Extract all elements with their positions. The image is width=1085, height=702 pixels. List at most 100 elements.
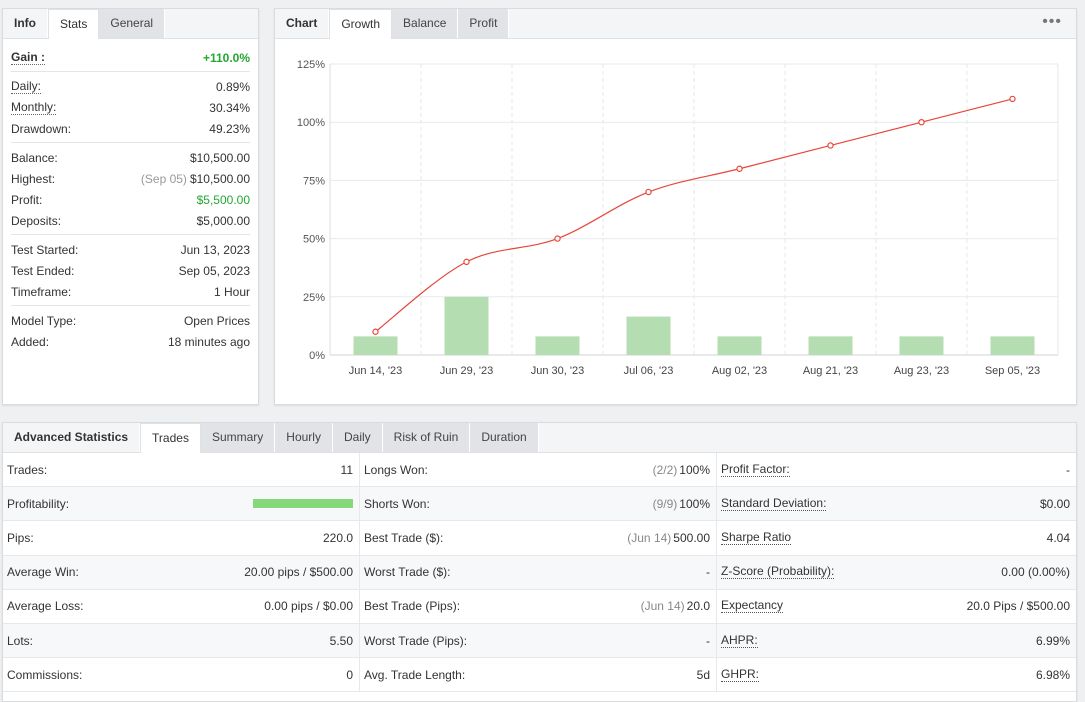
trades-value: 11 [341,463,353,477]
sharpe-ratio-label[interactable]: Sharpe Ratio [721,529,792,545]
gain-label[interactable]: Gain : [11,49,46,65]
bar-4 [626,316,671,355]
trades-label: Trades: [7,462,48,477]
expectancy-label[interactable]: Expectancy [721,598,784,614]
ghpr-row: GHPR: 6.98% [717,658,1076,693]
ghpr-value: 6.98% [1036,668,1070,682]
x-tick-label: Jun 30, '23 [531,365,584,377]
tab-hourly[interactable]: Hourly [275,423,333,452]
x-tick-label: Aug 23, '23 [894,365,949,377]
tab-profit[interactable]: Profit [458,9,510,38]
test-group: Test Started: Jun 13, 2023 Test Ended: S… [11,235,250,306]
ahpr-label[interactable]: AHPR: [721,632,758,648]
best-trade-number: 500.00 [673,530,710,545]
bar-8 [990,336,1035,355]
deposits-row: Deposits: $5,000.00 [11,210,250,231]
highest-label: Highest: [11,171,56,186]
best-trade-pips-number: 20.0 [686,599,710,614]
drawdown-row: Drawdown: 49.23% [11,118,250,139]
profit-factor-number: - [1066,462,1070,477]
balance-row: Balance: $10,500.00 [11,147,250,168]
tab-risk-of-ruin[interactable]: Risk of Ruin [382,423,471,452]
x-tick-label: Jul 06, '23 [624,365,674,377]
worst-trade-pips-number: - [706,633,710,648]
daily-label[interactable]: Daily: [11,78,42,94]
test-started-label: Test Started: [11,242,79,257]
best-trade-label: Best Trade ($): [364,530,444,545]
z-score-probability-label[interactable]: Z-Score (Probability): [721,564,835,580]
x-tick-label: Aug 21, '23 [803,365,858,377]
growth-line [375,98,1013,333]
avg-trade-length-label: Avg. Trade Length: [364,667,466,682]
tab-balance[interactable]: Balance [392,9,459,38]
standard-deviation-label[interactable]: Standard Deviation: [721,495,827,511]
stats-column-1: Trades: 11 Profitability: Pips: 220.0 Average… [3,453,360,693]
lots-value: 5.50 [330,634,353,648]
adv-tabs: Advanced Statistics Trades Summary Hourl… [3,423,1076,453]
growth-point-1 [372,328,379,335]
info-tabs: Info Stats General [3,9,258,39]
profitability-value [253,499,353,509]
growth-point-6 [827,142,834,149]
best-trade-value: (Jun 14) 500.00 [627,531,710,545]
ghpr-label[interactable]: GHPR: [721,666,760,682]
lots-label: Lots: [7,633,34,648]
pips-label: Pips: [7,530,34,545]
bar-7 [899,336,944,355]
lots-row: Lots: 5.50 [3,623,359,659]
tab-stats[interactable]: Stats [48,9,100,39]
bar-1 [353,336,398,355]
model-group: Model Type: Open Prices Added: 18 minute… [11,306,250,355]
monthly-value: 30.34% [209,100,250,115]
standard-deviation-number: $0.00 [1039,496,1070,511]
gain-group: Gain : +110.0% [11,43,250,72]
profit-factor-label[interactable]: Profit Factor: [721,461,790,477]
tab-general[interactable]: General [99,9,166,38]
profitability-row: Profitability: [3,487,359,522]
balance-value: $10,500.00 [189,150,250,165]
commissions-number: 0 [346,667,353,682]
profit-value: $5,500.00 [196,192,250,207]
tab-growth[interactable]: Growth [329,9,393,39]
longs-won-value: (2/2) 100% [653,463,710,477]
shorts-won-row: Shorts Won: (9/9) 100% [360,487,716,522]
trades-row: Trades: 11 [3,453,359,488]
growth-point-7 [918,118,925,126]
bar-6 [808,336,853,355]
y-tick-label: 75% [303,175,325,187]
average-loss-number: 0.00 pips / $0.00 [264,599,353,614]
tab-info[interactable]: Info [3,9,48,38]
test-started-row: Test Started: Jun 13, 2023 [11,239,250,260]
growth-point-5 [736,165,743,172]
ahpr-value: 6.99% [1036,634,1070,648]
tab-chart[interactable]: Chart [275,9,330,38]
monthly-label[interactable]: Monthly: [11,99,57,115]
timeframe-value: 1 Hour [213,284,250,299]
best-trade-pips-label: Best Trade (Pips): [364,599,461,614]
growth-point-8 [1009,95,1016,103]
highest-date: (Sep 05) [140,171,187,186]
sharpe-ratio-value: 4.04 [1047,531,1070,545]
chart-menu-icon[interactable]: ••• [1042,13,1062,30]
shorts-won-value: (9/9) 100% [653,497,710,511]
tab-daily[interactable]: Daily [332,423,383,452]
model-type-value: Open Prices [183,313,250,328]
timeframe-label: Timeframe: [11,284,72,299]
worst-trade-number: - [706,565,710,580]
average-win-value: 20.00 pips / $500.00 [244,565,353,579]
tab-duration[interactable]: Duration [470,423,539,452]
tab-summary[interactable]: Summary [200,423,276,452]
stats-grid: Trades: 11 Profitability: Pips: 220.0 Average… [3,453,1076,693]
bar-3 [535,336,580,355]
profitability-label: Profitability: [7,496,70,511]
worst-trade-pips-row: Worst Trade (Pips): - [360,623,716,659]
deposits-value: $5,000.00 [196,213,250,228]
tab-trades[interactable]: Trades [140,423,201,453]
tab-advanced-statistics[interactable]: Advanced Statistics [3,423,141,452]
x-tick-label: Sep 05, '23 [985,365,1040,377]
y-tick-label: 100% [297,117,325,129]
shorts-won-sub: (9/9) [652,496,678,511]
best-trade-row: Best Trade ($): (Jun 14) 500.00 [360,521,716,556]
best-trade-sub: (Jun 14) [627,530,672,545]
drawdown-label: Drawdown: [11,121,72,136]
